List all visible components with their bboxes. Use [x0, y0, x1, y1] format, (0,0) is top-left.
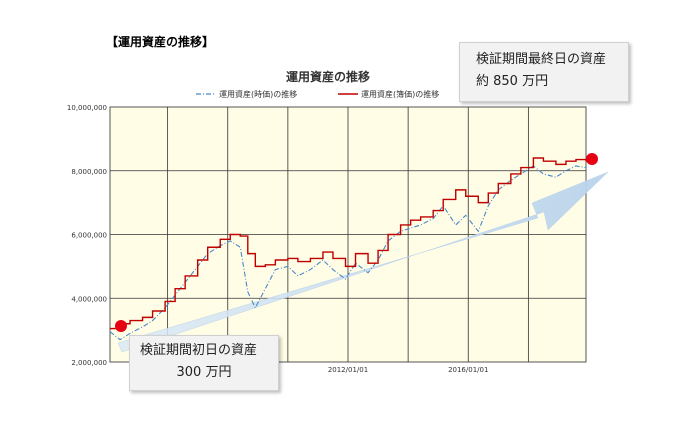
end-asset-callout: 検証期間最終日の資産 約 850 万円	[459, 42, 629, 102]
y-tick-label: 10,000,000	[67, 104, 107, 112]
y-axis: 2,000,000 4,000,000 6,000,000 8,000,000 10,0…	[67, 104, 107, 367]
trend-arrow	[117, 171, 609, 353]
chart-heading: 【運用資産の推移】	[106, 35, 215, 49]
start-callout-value: 300 万円	[176, 365, 232, 380]
x-tick-label: 2016/01/01	[448, 366, 488, 374]
chart-title: 運用資産の推移	[286, 69, 370, 84]
end-callout-value: 約 850 万円	[476, 74, 549, 89]
y-tick-label: 2,000,000	[71, 359, 107, 367]
grid	[110, 107, 586, 362]
end-callout-label: 検証期間最終日の資産	[476, 52, 607, 67]
start-asset-callout: 検証期間初日の資産 300 万円	[129, 335, 279, 391]
start-marker	[115, 320, 127, 332]
y-tick-label: 8,000,000	[71, 168, 107, 176]
legend: 運用資産(時価)の推移 運用資産(簿価)の推移	[196, 89, 439, 99]
end-marker	[586, 153, 598, 165]
series-lines	[109, 157, 587, 341]
legend-label-book: 運用資産(簿価)の推移	[361, 89, 439, 99]
start-callout-label: 検証期間初日の資産	[140, 343, 258, 358]
y-tick-label: 4,000,000	[71, 295, 107, 303]
legend-label-market: 運用資産(時価)の推移	[219, 89, 297, 99]
x-tick-label: 2012/01/01	[328, 366, 368, 374]
series-line-book	[110, 157, 587, 330]
y-tick-label: 6,000,000	[71, 232, 107, 240]
